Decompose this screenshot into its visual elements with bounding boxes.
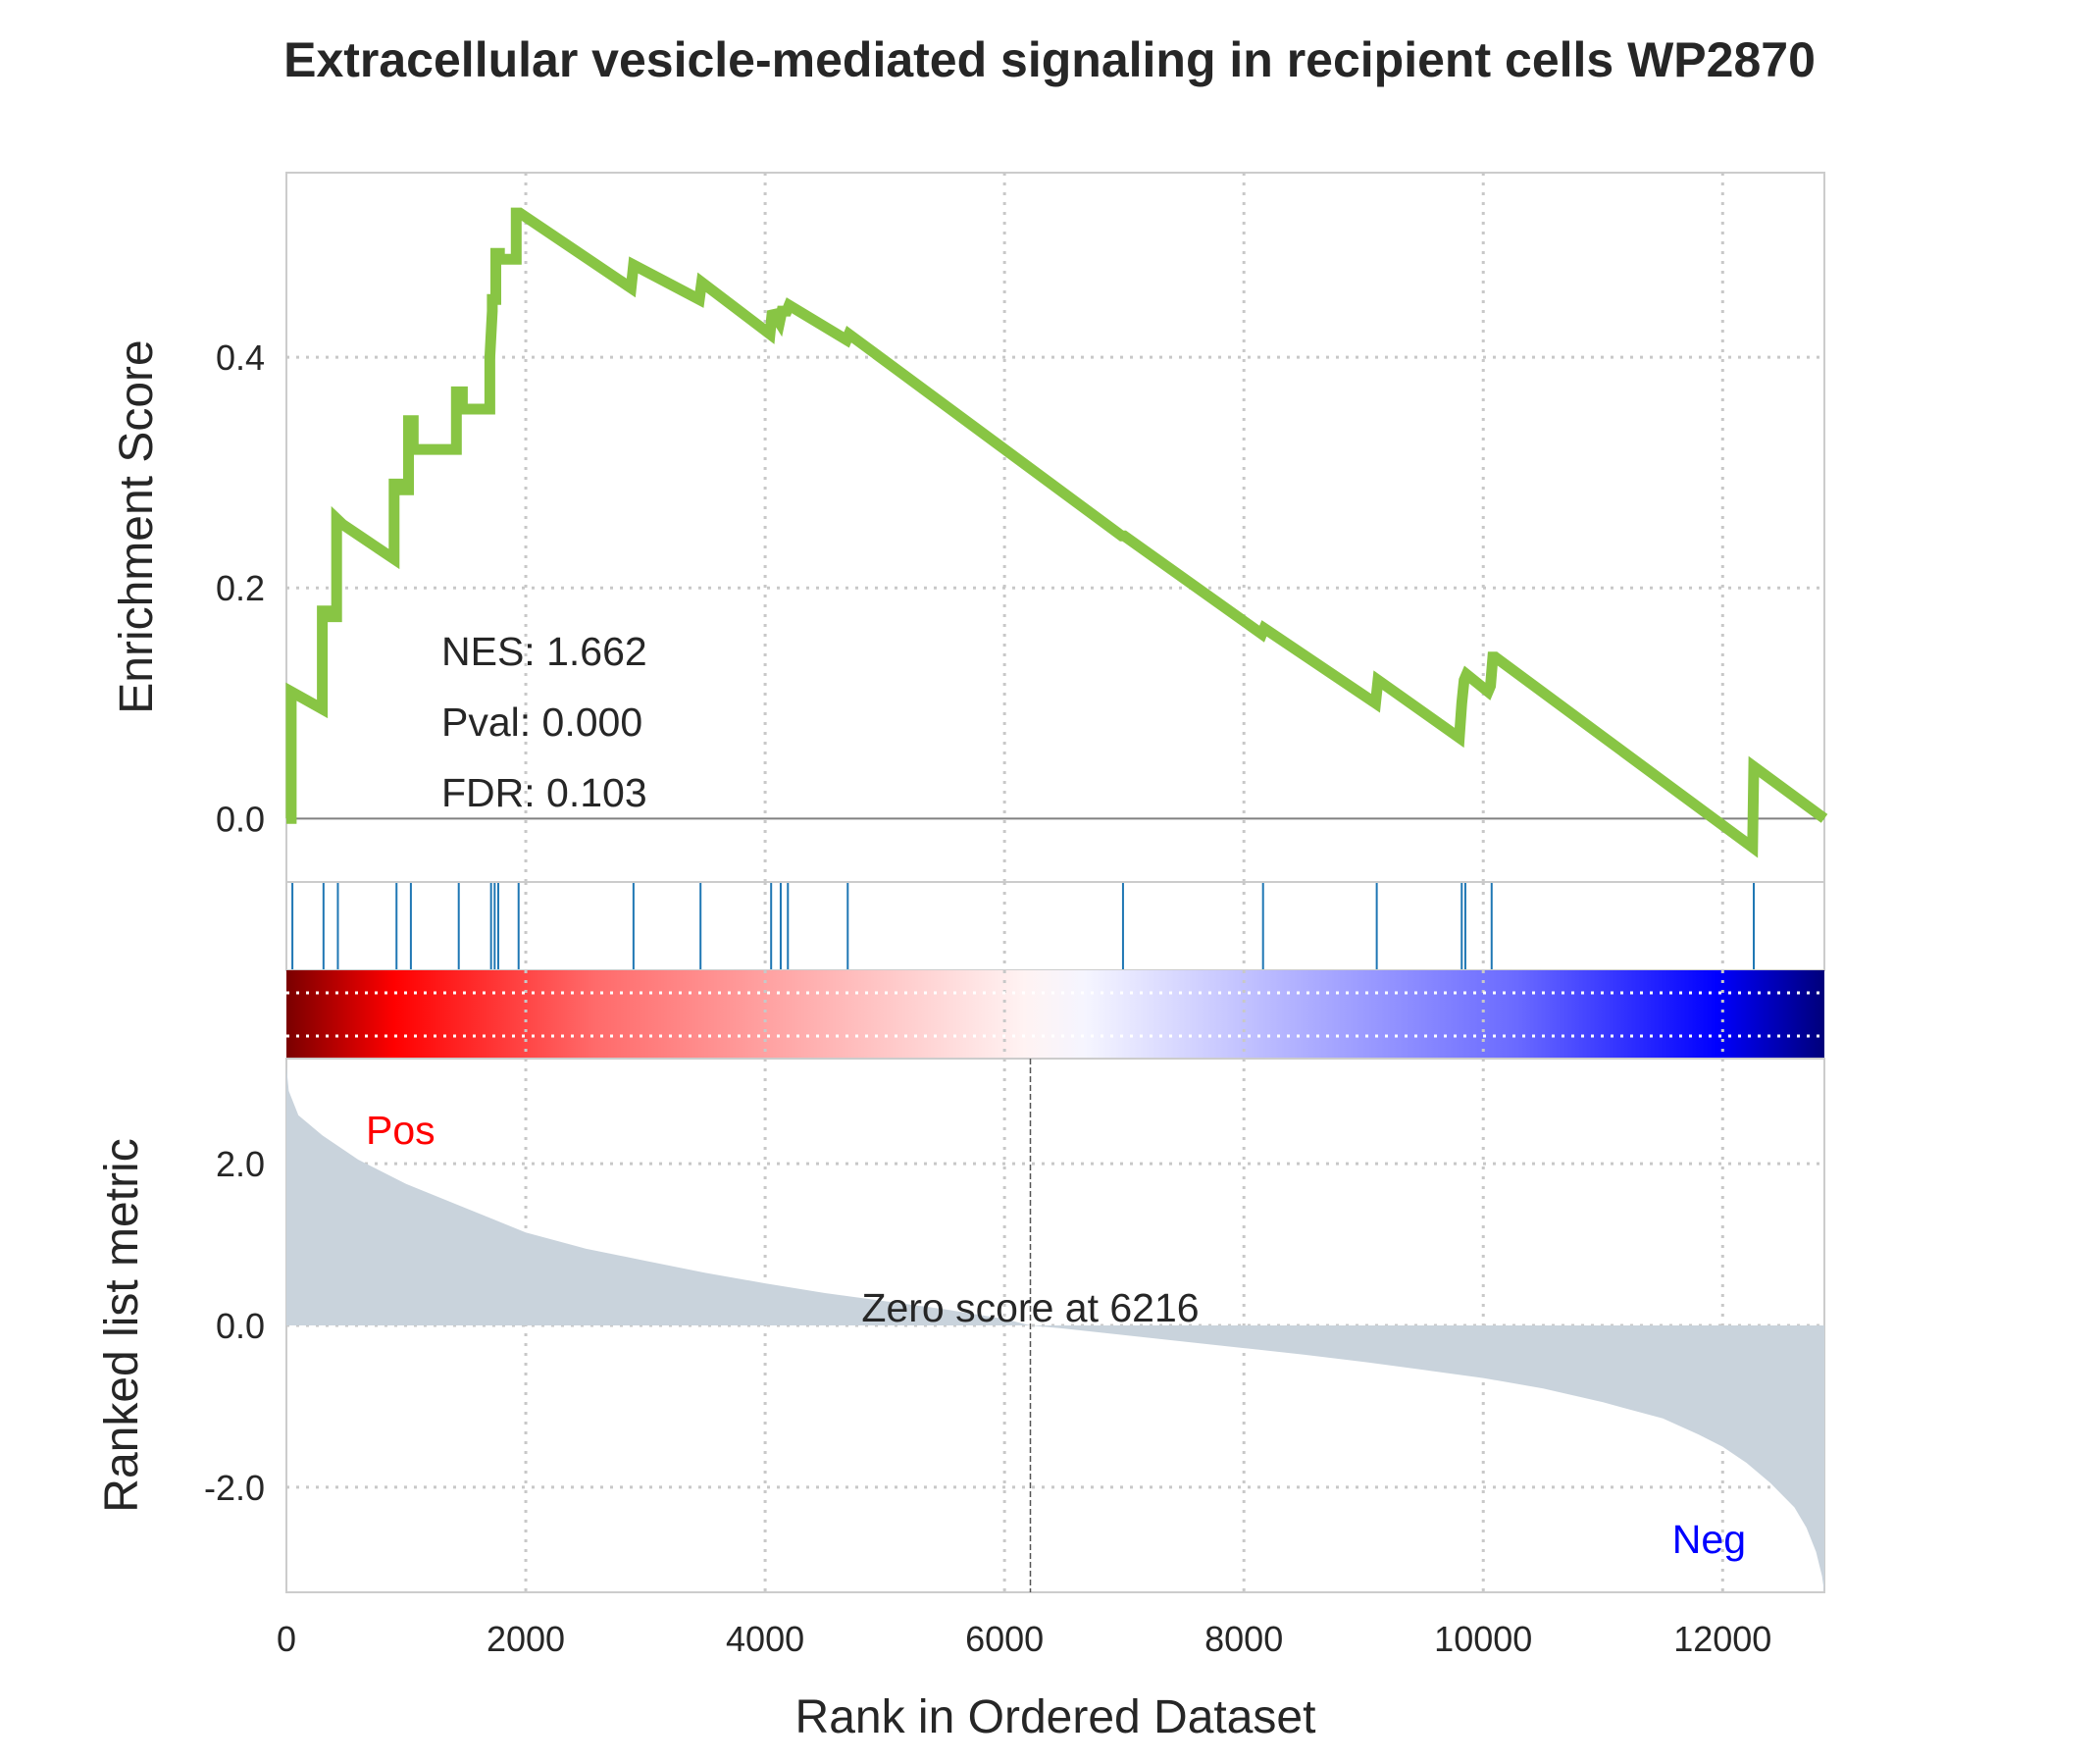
metric-y-tick-label: -2.0 (204, 1468, 265, 1508)
enrichment-score-panel: 0.0 0.2 0.4 NES: 1.662 Pval: 0.000 FDR: 0.… (111, 172, 1828, 883)
zero-score-label: Zero score at 6216 (861, 1285, 1199, 1330)
neg-label: Neg (1672, 1517, 1746, 1562)
x-tick-label: 10000 (1434, 1619, 1532, 1659)
x-tick-label: 8000 (1204, 1619, 1283, 1659)
es-y-axis-label: Enrichment Score (111, 339, 163, 714)
hit-markers-panel (285, 881, 1825, 971)
es-y-tick-label: 0.2 (216, 568, 265, 608)
es-y-tick-label: 0.0 (216, 799, 265, 839)
ranked-metric-panel: Zero score at 6216 Pos Neg -2.0 0.0 2.0 0 2… (96, 1058, 1825, 1743)
ranked-metric-area (286, 1066, 1824, 1592)
pos-label: Pos (366, 1108, 435, 1153)
stat-fdr: FDR: 0.103 (441, 770, 647, 815)
x-tick-label: 6000 (965, 1619, 1044, 1659)
x-tick-label: 2000 (487, 1619, 565, 1659)
rank-color-bar (286, 970, 1824, 1059)
x-axis-label: Rank in Ordered Dataset (795, 1691, 1316, 1743)
metric-y-tick-label: 0.0 (216, 1306, 265, 1346)
x-tick-label: 12000 (1673, 1619, 1771, 1659)
stat-nes: NES: 1.662 (441, 629, 647, 674)
es-y-tick-label: 0.4 (216, 337, 265, 378)
metric-y-axis-label: Ranked list metric (96, 1138, 148, 1512)
x-tick-label: 4000 (726, 1619, 804, 1659)
stat-pval: Pval: 0.000 (441, 700, 642, 745)
enrichment-score-line (285, 207, 1828, 858)
x-tick-label: 0 (277, 1619, 296, 1659)
metric-y-tick-label: 2.0 (216, 1144, 265, 1184)
chart-title: Extracellular vesicle-mediated signaling… (283, 32, 1816, 87)
